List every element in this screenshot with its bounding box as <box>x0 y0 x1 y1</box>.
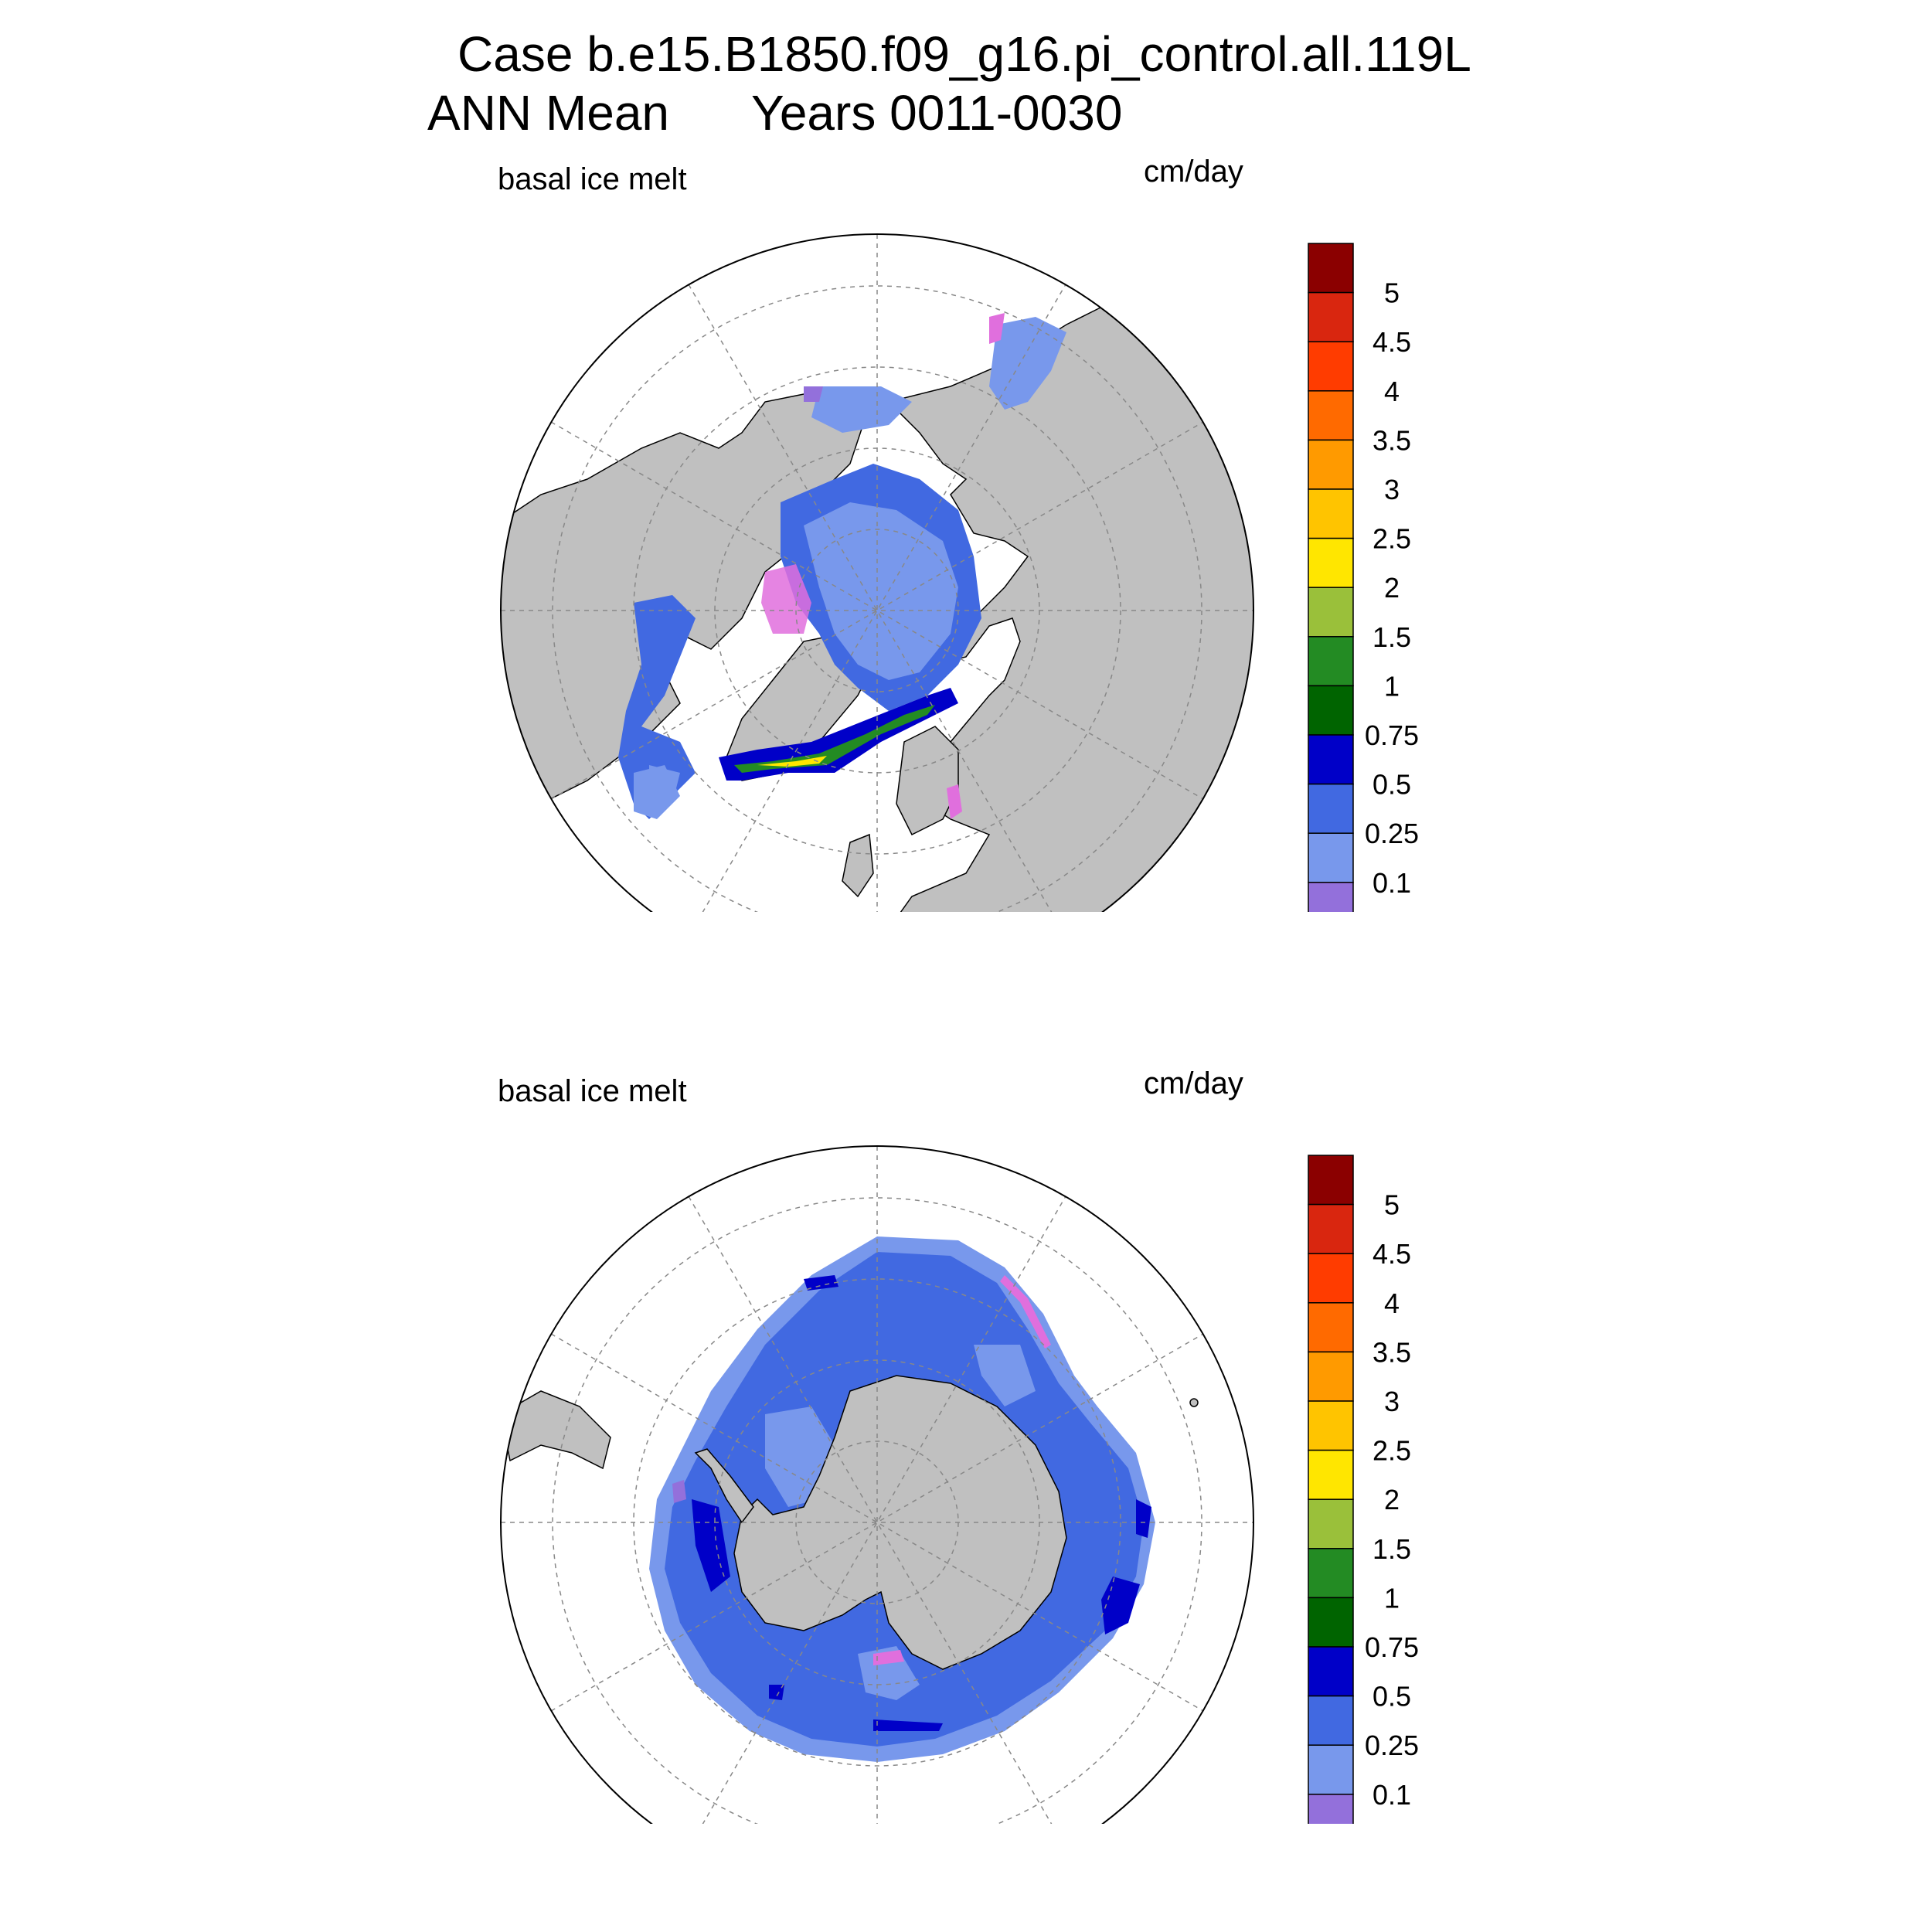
south-colorbar-box <box>1308 1351 1354 1402</box>
south-ice-patch-0.5-c <box>1136 1499 1151 1538</box>
south-graticule <box>501 1146 1253 1824</box>
north-colorbar-box <box>1308 439 1354 490</box>
north-colorbar-label: 3 <box>1384 474 1400 505</box>
north-ice-baltic-0.05 <box>947 784 962 819</box>
south-ice-patch-0.5-e <box>804 1275 838 1291</box>
south-colorbar-label: 2 <box>1384 1484 1400 1515</box>
figure-subtitle-years: Years 0011-0030 <box>751 85 1123 141</box>
south-colorbar-label: 1.5 <box>1372 1533 1411 1565</box>
north-ice-okhotsk-0.05 <box>989 313 1005 344</box>
north-colorbar-label: 2.5 <box>1372 523 1411 555</box>
north-ice-archipelago-0.05 <box>761 564 811 634</box>
north-ice-arctic-0.1 <box>804 502 958 680</box>
south-land-south-america <box>501 1390 611 1470</box>
north-colorbar-box <box>1308 291 1354 342</box>
north-colorbar-label: 1.5 <box>1372 621 1411 653</box>
north-colorbar-label: 4.5 <box>1372 326 1411 358</box>
north-colorbar-label: 4 <box>1384 376 1400 407</box>
north-colorbar-box <box>1308 636 1354 687</box>
north-land-uk <box>842 833 874 898</box>
south-colorbar-label: 3 <box>1384 1386 1400 1417</box>
south-land-peninsula <box>694 1448 754 1524</box>
north-polar-map <box>500 233 1254 912</box>
south-colorbar-box <box>1308 1548 1354 1599</box>
north-map-border <box>500 233 1254 912</box>
north-ice-bering-0.05 <box>804 386 823 402</box>
south-colorbar-box <box>1308 1744 1354 1795</box>
north-colorbar-label: 0.25 <box>1365 818 1419 849</box>
south-colorbar-box <box>1308 1253 1354 1304</box>
south-polar-map <box>500 1145 1254 1824</box>
north-ice-hudson-0.25 <box>618 595 696 819</box>
south-colorbar-label: 4 <box>1384 1287 1400 1319</box>
south-ice-rim-0.05-b <box>873 1650 904 1665</box>
north-colorbar-box <box>1308 488 1354 539</box>
south-map-border <box>500 1145 1254 1824</box>
south-polar-panel: basal ice melt cm/day <box>0 912 1932 1824</box>
figure-subtitle-mean: ANN Mean <box>427 85 669 141</box>
north-colorbar-label: 0.1 <box>1372 867 1411 899</box>
north-colorbar: 54.543.532.521.510.750.50.250.10.05 <box>1308 243 1419 912</box>
south-ice-rim-0.05-a <box>1000 1275 1051 1349</box>
figure-title: Case b.e15.B1850.f09_g16.pi_control.all.… <box>457 26 1471 82</box>
north-units-label: cm/day <box>1144 155 1243 189</box>
south-colorbar-box <box>1308 1695 1354 1746</box>
north-colorbar-box <box>1308 243 1354 294</box>
south-colorbar-box <box>1308 1400 1354 1451</box>
north-ice-labrador-0.1 <box>634 765 680 819</box>
north-colorbar-box <box>1308 537 1354 588</box>
south-colorbar-box <box>1308 1498 1354 1549</box>
south-colorbar-label: 1 <box>1384 1582 1400 1614</box>
north-ice-melt-band-green <box>734 705 935 773</box>
south-colorbar-label: 0.25 <box>1365 1730 1419 1761</box>
south-ice-rim-0.05-c <box>672 1480 686 1503</box>
north-colorbar-box <box>1308 832 1354 883</box>
south-colorbar-label: 0.1 <box>1372 1779 1411 1811</box>
north-colorbar-box <box>1308 341 1354 392</box>
south-ice-patch-0.5-a <box>692 1499 730 1592</box>
south-colorbar-box <box>1308 1302 1354 1353</box>
south-ice-patch-0.5-f <box>769 1685 784 1700</box>
north-colorbar-box <box>1308 734 1354 785</box>
south-colorbar-label: 4.5 <box>1372 1238 1411 1270</box>
north-colorbar-label: 1 <box>1384 670 1400 702</box>
north-ice-bering-0.1 <box>811 386 912 433</box>
south-ice-patch-0.5-d <box>873 1719 943 1731</box>
south-colorbar-label: 0.5 <box>1372 1681 1411 1713</box>
north-ice-okhotsk-0.1 <box>989 317 1066 410</box>
north-colorbar-box <box>1308 587 1354 638</box>
north-ice-melt-band-yellow <box>757 756 827 767</box>
south-colorbar-box <box>1308 1646 1354 1697</box>
south-ice-lobe-0.1-c <box>974 1345 1036 1406</box>
north-colorbar-label: 5 <box>1384 277 1400 309</box>
south-colorbar-label: 5 <box>1384 1189 1400 1221</box>
north-polar-panel: basal ice melt cm/day <box>0 0 1932 912</box>
south-colorbar-box <box>1308 1449 1354 1500</box>
south-variable-label: basal ice melt <box>498 1074 687 1108</box>
north-graticule <box>501 234 1253 912</box>
south-colorbar-box <box>1308 1597 1354 1648</box>
south-colorbar-label: 2.5 <box>1372 1435 1411 1467</box>
north-colorbar-label: 3.5 <box>1372 424 1411 456</box>
south-colorbar-box <box>1308 1155 1354 1206</box>
north-ice-melt-band <box>719 688 958 781</box>
north-colorbar-box <box>1308 783 1354 834</box>
north-colorbar-box <box>1308 685 1354 736</box>
north-variable-label: basal ice melt <box>498 162 687 196</box>
south-colorbar-box <box>1308 1794 1354 1824</box>
south-colorbar: 54.543.532.521.510.750.50.250.10.05 <box>1308 1155 1419 1824</box>
north-colorbar-box <box>1308 390 1354 441</box>
north-colorbar-label: 0.5 <box>1372 769 1411 801</box>
north-colorbar-box <box>1308 882 1354 912</box>
south-colorbar-box <box>1308 1203 1354 1254</box>
south-colorbar-label: 3.5 <box>1372 1336 1411 1368</box>
south-colorbar-label: 0.75 <box>1365 1631 1419 1663</box>
north-colorbar-label: 0.75 <box>1365 719 1419 751</box>
north-colorbar-label: 2 <box>1384 572 1400 604</box>
south-units-label: cm/day <box>1144 1066 1243 1100</box>
south-land-island-a <box>1189 1398 1199 1407</box>
